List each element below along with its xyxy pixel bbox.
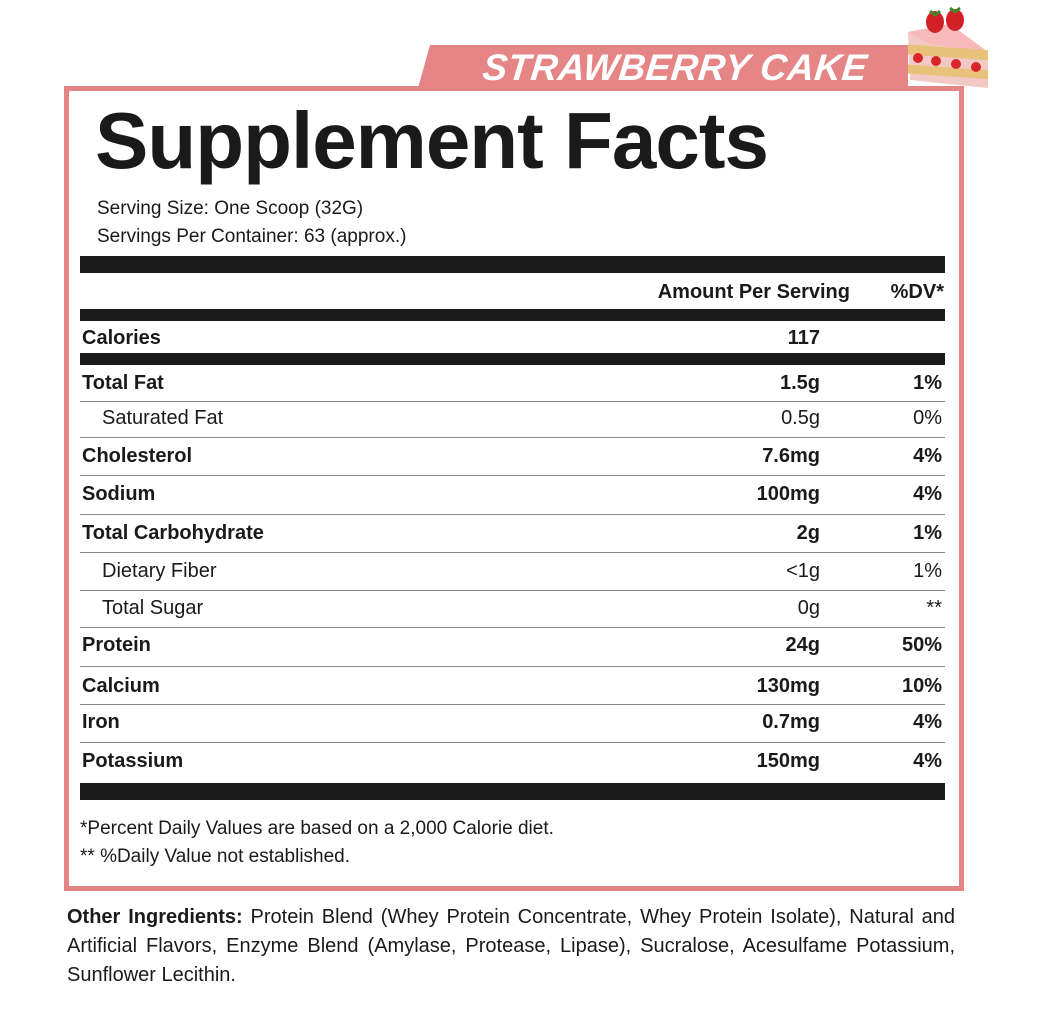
footnote-dv: *Percent Daily Values are based on a 2,0… [80, 818, 554, 839]
nutrient-amount: 130mg [756, 675, 820, 697]
nutrient-row: Protein 24g 50% [82, 627, 944, 663]
nutrient-label: Total Sugar [102, 597, 204, 619]
calories-row: Calories 117 [82, 320, 944, 356]
nutrient-row: Total Carbohydrate 2g 1% [82, 515, 944, 551]
nutrient-amount: 100mg [756, 483, 820, 505]
flavor-name: STRAWBERRY CAKE [480, 47, 870, 88]
nutrient-label: Total Fat [82, 372, 164, 394]
nutrient-row: Total Fat 1.5g 1% [82, 365, 944, 401]
nutrient-dv: 0% [913, 407, 942, 429]
nutrient-row: Calcium 130mg 10% [82, 668, 944, 704]
other-ingredients: Other Ingredients: Protein Blend (Whey P… [67, 903, 955, 990]
nutrient-dv: ** [926, 597, 942, 619]
supplement-facts-panel [64, 86, 964, 891]
calories-amount: 117 [787, 327, 820, 349]
nutrient-amount: 0.5g [781, 407, 820, 429]
nutrient-dv: 1% [913, 372, 942, 394]
flavor-banner [418, 45, 908, 88]
nutrient-row: Cholesterol 7.6mg 4% [82, 438, 944, 474]
nutrient-row: Dietary Fiber <1g 1% [82, 553, 944, 589]
nutrient-row: Iron 0.7mg 4% [82, 704, 944, 740]
divider-thick [80, 783, 945, 800]
nutrient-label: Cholesterol [82, 445, 193, 467]
nutrient-label: Sodium [82, 483, 156, 505]
nutrient-label: Calcium [82, 675, 160, 697]
nutrient-amount: 0.7mg [762, 711, 820, 733]
row-divider [80, 590, 945, 591]
nutrient-label: Iron [82, 711, 120, 733]
row-divider [80, 475, 945, 476]
nutrient-amount: 1.5g [779, 372, 820, 394]
divider-thick [80, 309, 945, 321]
nutrient-amount: 24g [785, 634, 820, 656]
nutrient-row: Sodium 100mg 4% [82, 476, 944, 512]
divider-thick [80, 256, 945, 273]
other-ingredients-label: Other Ingredients: [67, 906, 243, 928]
row-divider [80, 666, 945, 667]
calories-label: Calories [82, 327, 161, 349]
nutrient-label: Protein [82, 634, 151, 656]
nutrient-label: Saturated Fat [102, 407, 224, 429]
nutrient-amount: 0g [797, 597, 820, 619]
row-divider [80, 437, 945, 438]
panel-title: Supplement Facts [95, 96, 769, 185]
amount-header: Amount Per Serving [657, 281, 850, 303]
nutrient-label: Dietary Fiber [102, 560, 217, 582]
nutrient-amount: 2g [796, 522, 820, 544]
nutrient-label: Potassium [82, 750, 184, 772]
column-header: Amount Per Serving %DV* [82, 274, 944, 310]
serving-size: Serving Size: One Scoop (32G) [97, 198, 364, 219]
footnote-not-established: ** %Daily Value not established. [80, 846, 351, 867]
nutrient-dv: 4% [913, 711, 942, 733]
nutrient-amount: 7.6mg [762, 445, 820, 467]
nutrient-dv: 1% [913, 522, 942, 544]
nutrient-label: Total Carbohydrate [82, 522, 264, 544]
row-divider [80, 704, 945, 705]
nutrient-dv: 4% [913, 445, 942, 467]
nutrient-dv: 50% [901, 634, 942, 656]
nutrient-row: Potassium 150mg 4% [82, 743, 944, 779]
row-divider [80, 742, 945, 743]
nutrient-amount: 150mg [756, 750, 820, 772]
row-divider [80, 401, 945, 402]
row-divider [80, 552, 945, 553]
nutrient-row: Total Sugar 0g ** [82, 590, 944, 626]
divider-thick [80, 353, 945, 365]
nutrient-row: Saturated Fat 0.5g 0% [82, 400, 944, 436]
nutrient-dv: 4% [913, 750, 942, 772]
row-divider [80, 627, 945, 628]
row-divider [80, 514, 945, 515]
strawberry-cake-icon [908, 6, 988, 88]
nutrient-amount: <1g [786, 560, 820, 582]
nutrient-dv: 4% [913, 483, 942, 505]
nutrient-dv: 10% [901, 675, 942, 697]
dv-header: %DV* [890, 281, 944, 303]
servings-per-container: Servings Per Container: 63 (approx.) [97, 226, 407, 247]
nutrient-dv: 1% [913, 560, 942, 582]
other-ingredients-text: Protein Blend (Whey Protein Concentrate,… [67, 906, 956, 986]
